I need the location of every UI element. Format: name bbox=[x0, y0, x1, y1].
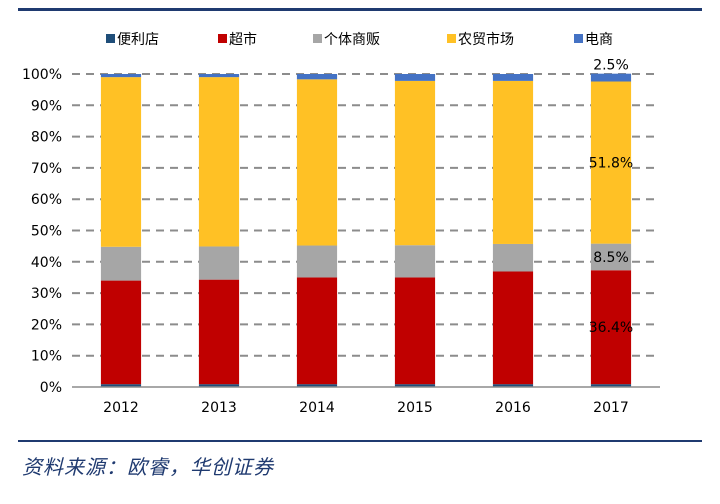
axis-layer: 0% 10% 20% 30% 40% 50% 60% 70% 80% 90% 100% 2012 201… bbox=[22, 67, 660, 416]
x-tick-label: 2014 bbox=[299, 400, 335, 416]
source-note: 资料来源：欧睿，华创证券 bbox=[22, 455, 274, 479]
bar-segment bbox=[394, 80, 436, 246]
y-tick-label: 100% bbox=[22, 67, 62, 83]
grid-layer bbox=[72, 73, 660, 357]
data-label: 36.4% bbox=[589, 320, 633, 336]
y-tick-label: 80% bbox=[31, 130, 62, 146]
bar-segment bbox=[198, 246, 240, 280]
bar-segment bbox=[100, 77, 142, 247]
data-label: 51.8% bbox=[589, 156, 633, 172]
y-tick-label: 30% bbox=[31, 286, 62, 302]
bar-segment bbox=[590, 243, 632, 271]
bar-segment bbox=[590, 81, 632, 244]
bar-segment bbox=[198, 74, 240, 78]
bar-segment bbox=[590, 384, 632, 387]
y-tick-label: 10% bbox=[31, 349, 62, 365]
data-label: 8.5% bbox=[593, 250, 629, 266]
legend-swatch bbox=[447, 34, 456, 43]
y-tick-label: 0% bbox=[40, 380, 62, 396]
bar-segment bbox=[394, 277, 436, 385]
y-tick-label: 50% bbox=[31, 224, 62, 240]
bar-segment bbox=[492, 384, 534, 387]
legend-label: 农贸市场 bbox=[458, 31, 514, 48]
x-tick-label: 2016 bbox=[495, 400, 531, 416]
bar-segment bbox=[394, 384, 436, 387]
legend-swatch bbox=[574, 34, 583, 43]
stacked-bar-chart: 0% 10% 20% 30% 40% 50% 60% 70% 80% 90% 100% 2012 201… bbox=[22, 31, 660, 416]
bar-segment bbox=[100, 74, 142, 78]
y-tick-label: 70% bbox=[31, 161, 62, 177]
bar-segment bbox=[296, 277, 338, 385]
legend-swatch bbox=[218, 34, 227, 43]
legend-swatch bbox=[106, 34, 115, 43]
legend-label: 电商 bbox=[585, 32, 613, 48]
labels-layer: 36.4% 8.5% 51.8% 2.5% bbox=[589, 58, 633, 337]
bar-segment bbox=[492, 74, 534, 81]
bars-layer bbox=[100, 73, 632, 387]
bar-segment bbox=[590, 270, 632, 385]
y-tick-label: 40% bbox=[31, 255, 62, 271]
x-tick-label: 2017 bbox=[593, 400, 629, 416]
bar-segment bbox=[590, 73, 632, 82]
x-tick-label: 2012 bbox=[103, 400, 139, 416]
x-tick-label: 2015 bbox=[397, 400, 433, 416]
bar-segment bbox=[492, 243, 534, 272]
bar-segment bbox=[100, 280, 142, 385]
y-tick-label: 90% bbox=[31, 98, 62, 114]
y-tick-label: 60% bbox=[31, 192, 62, 208]
bar-segment bbox=[198, 77, 240, 247]
bar-segment bbox=[492, 271, 534, 385]
bottom-rule bbox=[18, 440, 702, 442]
data-label: 2.5% bbox=[593, 58, 629, 74]
y-tick-label: 20% bbox=[31, 317, 62, 333]
bar-segment bbox=[296, 74, 338, 80]
bar-segment bbox=[100, 384, 142, 387]
bar-segment bbox=[296, 245, 338, 278]
bar-segment bbox=[394, 245, 436, 278]
legend-label: 超市 bbox=[229, 31, 257, 48]
bar-segment bbox=[198, 384, 240, 387]
bar-segment bbox=[394, 74, 436, 81]
bar-segment bbox=[492, 80, 534, 244]
bar-segment bbox=[296, 384, 338, 387]
bar-segment bbox=[296, 79, 338, 246]
legend-label: 个体商贩 bbox=[324, 32, 380, 48]
bar-segment bbox=[198, 279, 240, 385]
legend-swatch bbox=[313, 34, 322, 43]
legend-label: 便利店 bbox=[117, 32, 159, 48]
top-rule bbox=[18, 8, 702, 11]
bar-segment bbox=[100, 246, 142, 281]
x-tick-label: 2013 bbox=[201, 400, 237, 416]
legend: 便利店 超市 个体商贩 农贸市场 电商 bbox=[106, 31, 613, 48]
